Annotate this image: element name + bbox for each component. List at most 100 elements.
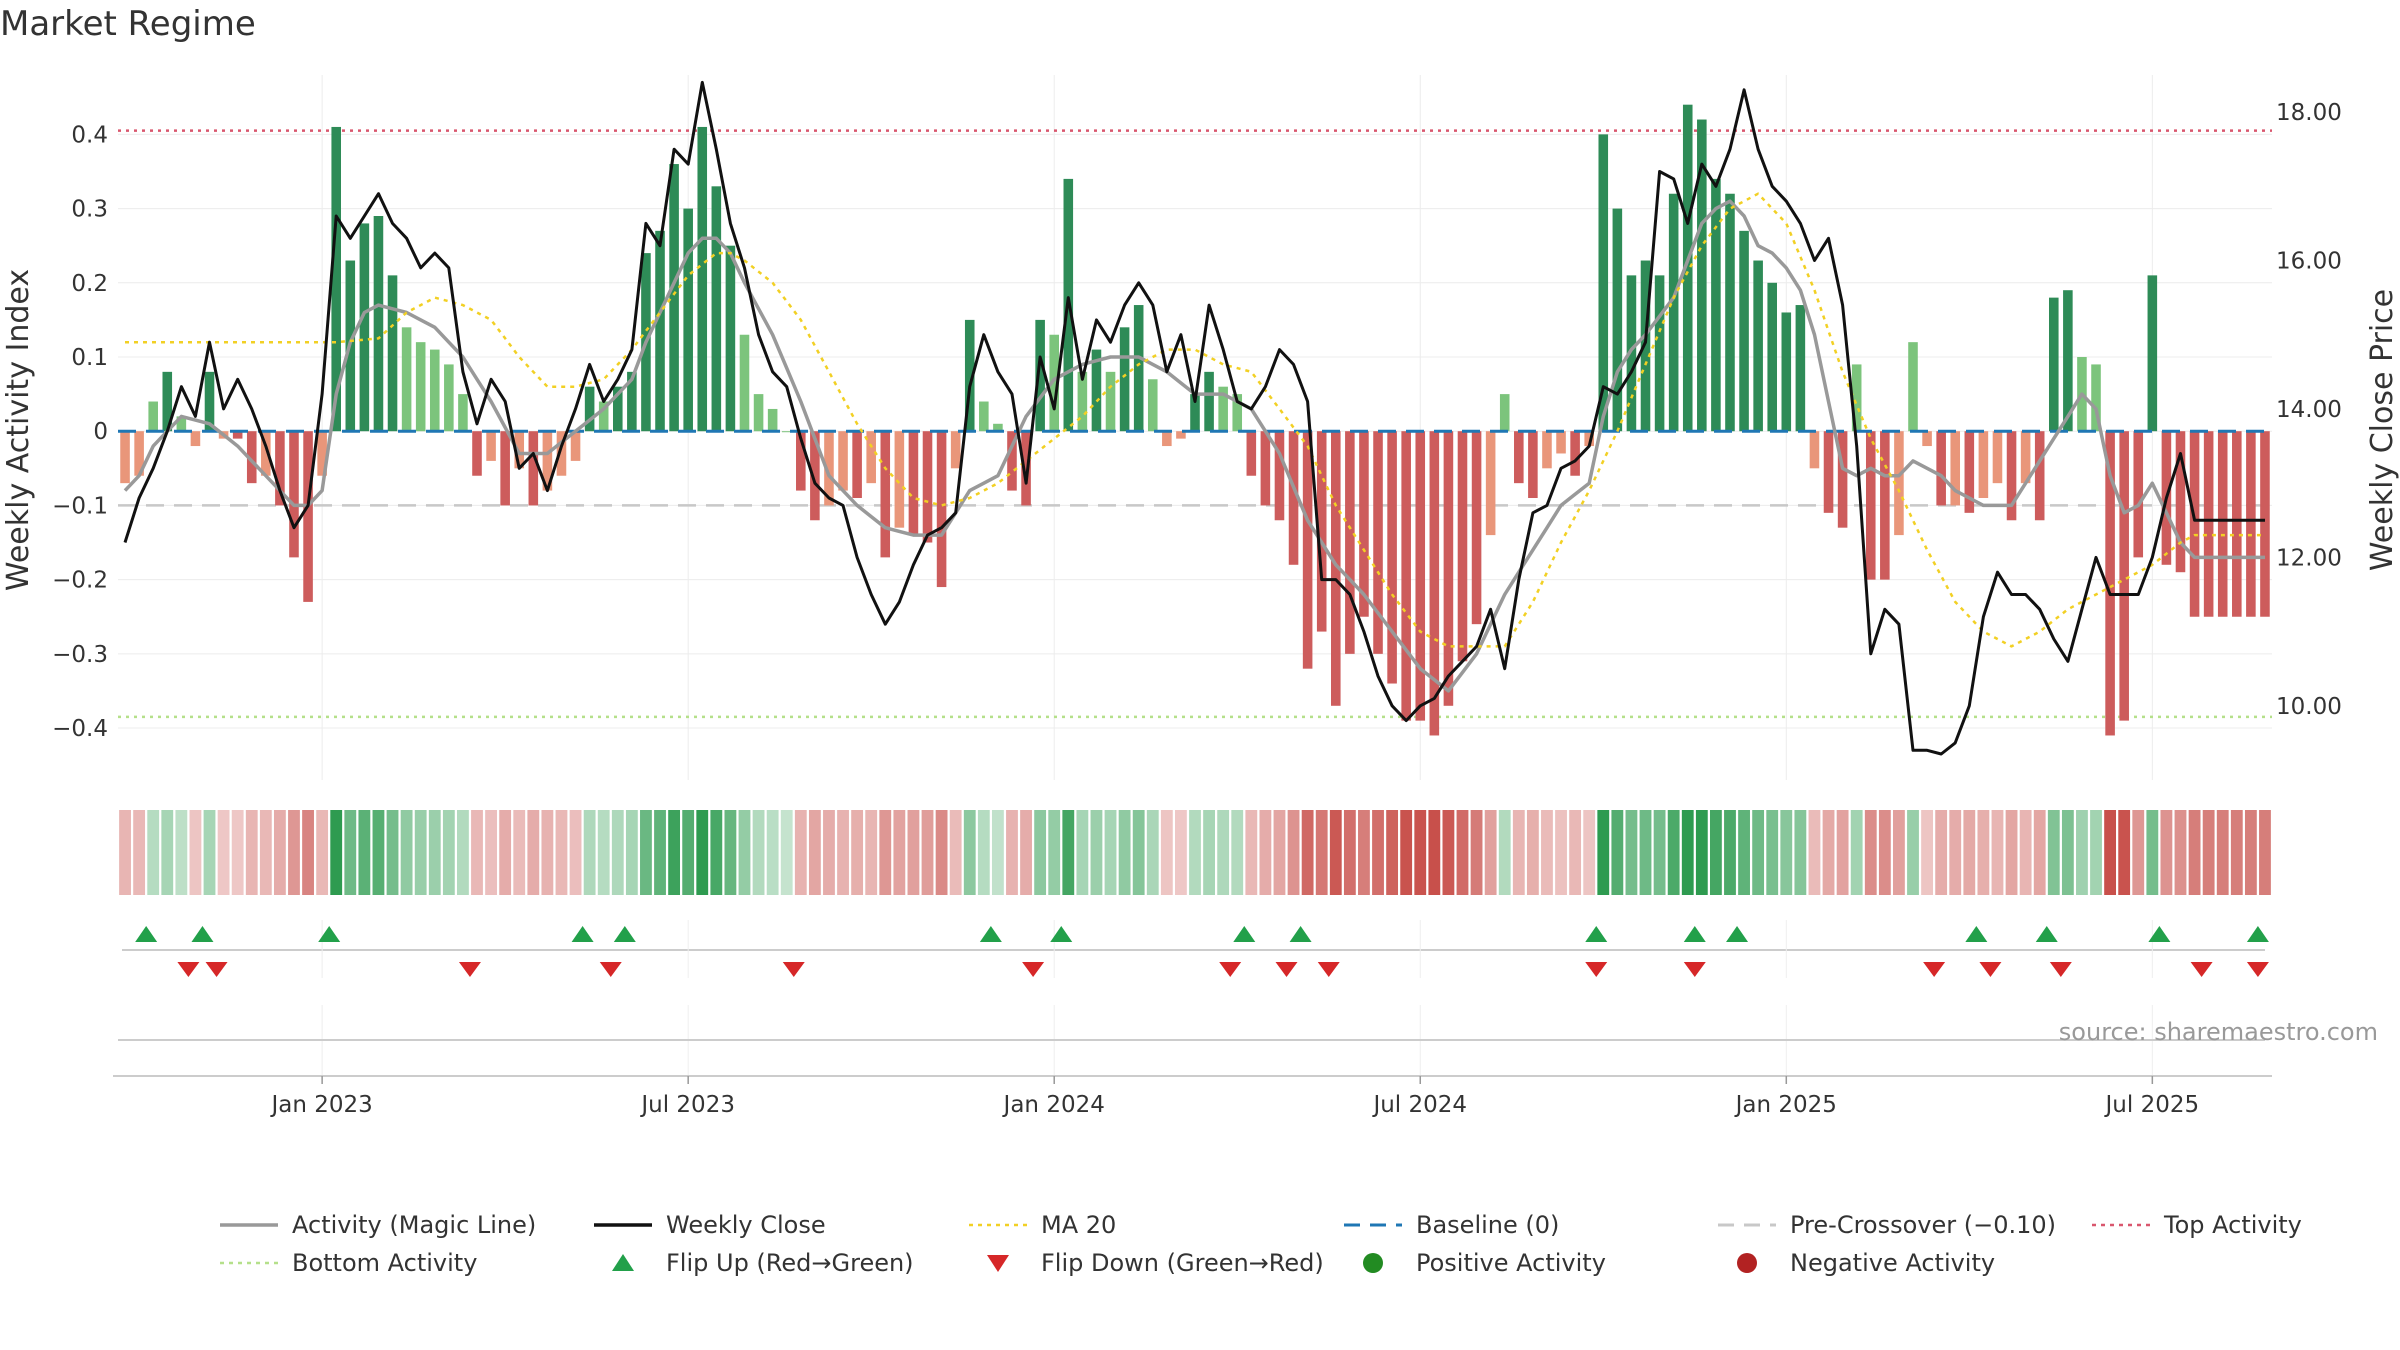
legend-label: Bottom Activity: [292, 1249, 477, 1277]
activity-bar: [1345, 431, 1355, 654]
regime-cell: [1653, 810, 1666, 895]
activity-bar: [162, 371, 173, 432]
flip-down-marker: [782, 962, 805, 977]
reference-lines: [118, 129, 2272, 719]
regime-cell: [2019, 810, 2032, 895]
regime-cell: [2061, 810, 2074, 895]
x-tick-label: Jan 2023: [269, 1092, 372, 1118]
regime-cell: [1541, 810, 1553, 895]
activity-bar: [1880, 431, 1890, 580]
regime-cell: [316, 810, 329, 895]
legend-label: Top Activity: [2163, 1211, 2302, 1239]
activity-bar: [2260, 431, 2270, 617]
activity-bar: [1767, 282, 1778, 432]
regime-cell: [513, 810, 526, 895]
regime-cell: [147, 810, 160, 895]
regime-cell: [1400, 810, 1413, 895]
regime-cell: [1442, 810, 1455, 895]
activity-bar: [1176, 431, 1186, 439]
x-tick-label: Jan 2024: [1002, 1092, 1105, 1118]
regime-cell: [794, 810, 807, 895]
regime-cell: [1893, 810, 1905, 895]
regime-cell: [1006, 810, 1018, 895]
y-left-tick-label: 0.2: [71, 271, 108, 297]
regime-cell: [569, 810, 582, 895]
series-lines: [118, 80, 2272, 756]
activity-bar: [1654, 275, 1665, 432]
activity-bar: [2175, 431, 2186, 573]
activity-bar: [1753, 260, 1763, 432]
regime-cell: [1625, 810, 1638, 895]
regime-cell: [161, 810, 174, 895]
regime-cell: [1329, 810, 1342, 895]
activity-bar: [261, 431, 271, 476]
activity-bar: [1682, 104, 1693, 432]
activity-bar: [317, 431, 327, 476]
activity-bar: [1007, 431, 1017, 491]
regime-cell: [1822, 810, 1835, 895]
regime-cell: [611, 810, 624, 895]
regime-cell: [1203, 810, 1215, 895]
regime-cell: [1343, 810, 1356, 895]
activity-bar: [359, 223, 370, 432]
flip-up-marker: [571, 926, 594, 942]
regime-cell: [1808, 810, 1821, 895]
regime-cell: [2090, 810, 2102, 895]
regime-cell: [1386, 810, 1399, 895]
activity-bar: [373, 216, 384, 432]
legend-label: Weekly Close: [666, 1211, 826, 1239]
activity-bar: [1457, 431, 1468, 662]
activity-bar: [1936, 431, 1946, 506]
y-left-axis-label: Weekly Activity Index: [1, 269, 36, 591]
activity-bar: [1302, 431, 1313, 669]
regime-cell: [1287, 810, 1300, 895]
regime-cell: [1878, 810, 1891, 895]
activity-bar: [2232, 431, 2242, 617]
activity-bar: [1809, 431, 1820, 469]
legend-label: Activity (Magic Line): [292, 1211, 536, 1239]
regime-cell: [1864, 810, 1877, 895]
regime-cell: [1090, 810, 1103, 895]
activity-bar: [627, 371, 637, 432]
regime-cell: [2160, 810, 2173, 895]
flip-down-marker: [205, 962, 228, 977]
activity-bar: [500, 431, 510, 506]
activity-bar: [387, 275, 398, 432]
flip-up-marker: [2246, 926, 2269, 942]
regime-cell: [724, 810, 737, 895]
lower-panel: [113, 1005, 2272, 1077]
activity-bar: [1823, 431, 1834, 513]
legend-label: Pre-Crossover (−0.10): [1790, 1211, 2056, 1239]
regime-cell: [499, 810, 512, 895]
regime-cell: [1456, 810, 1469, 895]
activity-bar: [232, 431, 243, 439]
activity-bar: [486, 431, 496, 461]
regime-cell: [696, 810, 709, 895]
activity-bar: [556, 431, 567, 476]
regime-cell: [597, 810, 610, 895]
activity-bar: [2203, 431, 2214, 617]
activity-bar: [1992, 431, 2003, 484]
activity-bar: [2063, 290, 2073, 432]
regime-cell: [1555, 810, 1567, 895]
activity-bar: [669, 164, 679, 432]
flip-down-marker: [1022, 962, 1045, 977]
flip-up-marker: [1585, 926, 1608, 942]
activity-bar: [1739, 230, 1749, 432]
regime-cell: [1780, 810, 1793, 895]
activity-bar: [148, 401, 158, 432]
regime-cell: [428, 810, 441, 895]
flip-up-marker: [1726, 926, 1749, 942]
activity-bar: [1626, 275, 1637, 432]
activity-bar: [2006, 431, 2017, 521]
activity-bar: [429, 349, 440, 432]
x-tick-label: Jul 2024: [1371, 1092, 1467, 1118]
activity-bar: [570, 431, 581, 461]
activity-bar: [979, 401, 989, 432]
activity-bar: [134, 431, 144, 476]
regime-cell: [1315, 810, 1328, 895]
activity-bar: [852, 431, 862, 498]
activity-bar: [120, 431, 130, 484]
activity-bar: [2034, 431, 2045, 521]
